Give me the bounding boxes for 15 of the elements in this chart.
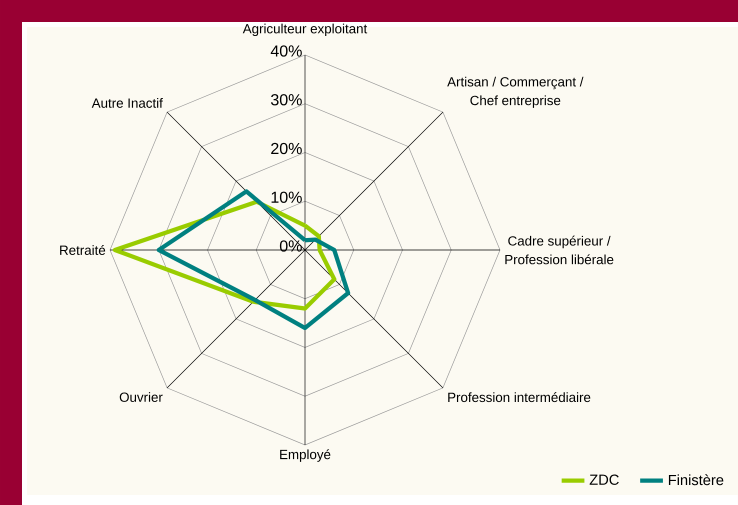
y-tick-label: 10% bbox=[272, 192, 302, 203]
spoke-label: Cadre supérieur / Profession libérale bbox=[505, 236, 614, 264]
spoke-label: Profession intermédiaire bbox=[448, 392, 590, 402]
y-tick-label: 0% bbox=[280, 240, 302, 252]
spoke-label: Artisan / Commerçant / Chef entreprise bbox=[447, 76, 584, 108]
spoke-label: Agriculteur exploitant bbox=[242, 24, 368, 36]
legend-label: Finistère bbox=[668, 474, 724, 486]
y-tick-label: 40% bbox=[270, 45, 302, 57]
spoke-label: Employé bbox=[280, 449, 330, 462]
spoke-label: Ouvrier bbox=[120, 392, 163, 402]
y-tick-label: 20% bbox=[271, 142, 302, 154]
legend-label: ZDC bbox=[590, 474, 619, 485]
y-tick-label: 30% bbox=[270, 94, 302, 106]
spoke-label: Retraité bbox=[60, 245, 106, 255]
spoke-label: Autre Inactif bbox=[92, 98, 163, 108]
